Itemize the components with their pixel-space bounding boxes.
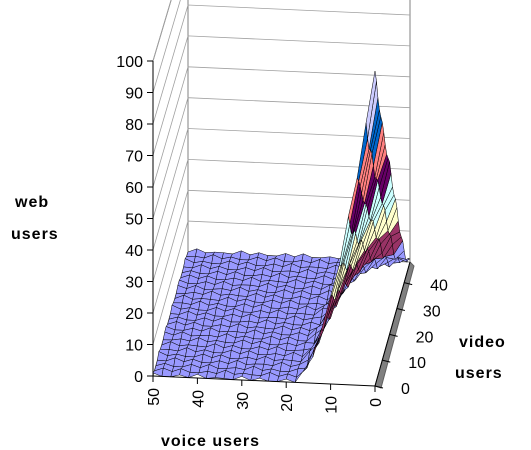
video-users-tick-label: 0 (401, 381, 410, 398)
video-users-tick-label: 30 (423, 304, 441, 321)
voice-users-axis-ticks: 50 40 30 20 10 0 (146, 375, 385, 414)
voice-users-tick-label: 10 (324, 396, 341, 414)
gridline (152, 66, 411, 188)
web-users-axis-title-line1: web (14, 194, 49, 211)
gridline (152, 158, 411, 282)
gridline (152, 189, 411, 314)
web-users-tick-label: 60 (125, 180, 143, 197)
voice-users-tick-label: 30 (235, 392, 252, 410)
web-users-tick-label: 20 (125, 306, 143, 323)
web-users-tick-label: 10 (125, 338, 143, 355)
voice-users-tick-label: 20 (279, 394, 296, 412)
web-users-axis-ticks: 0 10 20 30 40 50 60 70 80 90 100 (116, 54, 154, 386)
voice-users-axis-title: voice users (161, 433, 260, 450)
video-users-tick-label: 10 (408, 355, 426, 372)
gridline (152, 97, 411, 219)
gridline (152, 35, 411, 156)
video-users-tick-mark (382, 359, 391, 363)
video-users-tick-mark (396, 308, 405, 311)
gridline (152, 4, 411, 125)
surface-cell (365, 70, 377, 139)
voice-users-tick-label: 40 (190, 390, 207, 408)
video-users-tick-mark (404, 282, 413, 286)
gridline (152, 0, 172, 62)
web-users-tick-label: 40 (125, 243, 143, 260)
video-users-tick-mark (389, 333, 398, 337)
video-users-axis-line (374, 261, 411, 387)
surface-cell (188, 372, 200, 379)
video-users-tick-label: 20 (416, 329, 434, 346)
video-users-tick-mark (374, 385, 384, 389)
gridline (152, 220, 411, 345)
voice-users-tick-label: 0 (368, 398, 385, 407)
web-users-tick-label: 0 (134, 369, 143, 386)
web-users-tick-label: 100 (116, 54, 143, 71)
surface-plot (152, 70, 411, 383)
web-users-tick-label: 90 (125, 86, 143, 103)
voice-users-tick-label: 50 (146, 388, 163, 406)
gridline (152, 128, 411, 251)
video-users-axis-ticks: 0 10 20 30 40 (374, 261, 448, 398)
gridline (152, 0, 181, 93)
voice-users-axis-line (152, 375, 376, 387)
web-users-tick-label: 50 (125, 212, 143, 229)
web-users-tick-label: 70 (125, 149, 143, 166)
web-users-tick-label: 30 (125, 275, 143, 292)
web-users-tick-label: 80 (125, 117, 143, 134)
web-users-axis-title-line2: users (11, 226, 59, 243)
surface-cell (250, 374, 262, 381)
video-users-axis-title-line1: video (459, 334, 506, 351)
video-users-axis-title-line2: users (455, 365, 503, 382)
video-users-tick-label: 40 (430, 278, 448, 295)
